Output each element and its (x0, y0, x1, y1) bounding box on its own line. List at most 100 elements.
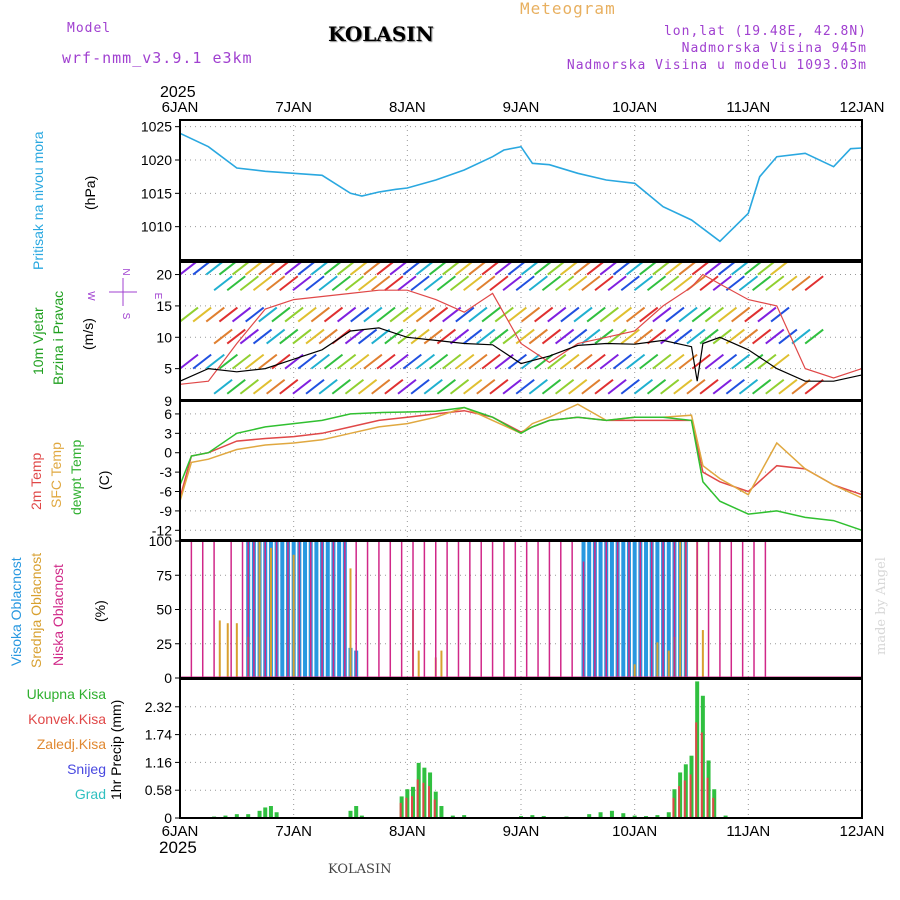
wind-barb (699, 328, 719, 345)
wind-barb (213, 275, 233, 292)
wind-barb (652, 353, 672, 370)
wind-barb (476, 328, 496, 345)
wind-barb (712, 328, 732, 345)
wind-barb (541, 275, 562, 292)
precip-bar (439, 806, 444, 818)
wind-barb (239, 275, 259, 292)
precip-bar (354, 806, 359, 818)
wind-barb (266, 275, 286, 292)
wind-barb (554, 378, 575, 395)
footer-year: 2025 (159, 838, 197, 857)
precip-bar (655, 815, 660, 818)
wind-barb (266, 378, 286, 395)
wind-barb (573, 353, 593, 370)
wind-barb (738, 328, 759, 345)
wind-barb (673, 328, 693, 345)
wind-barb (363, 353, 383, 370)
wind-barb (717, 353, 738, 370)
wind-barb (599, 306, 619, 323)
wind-barb (804, 378, 824, 395)
wind-barb (560, 353, 580, 370)
bottom-time-tick: 9JAN (503, 823, 540, 840)
y-tick-label: 15 (156, 298, 172, 314)
wind-barb (528, 378, 548, 395)
wind-barb (752, 328, 772, 345)
precip-bar (462, 815, 467, 818)
wind-barb (502, 275, 522, 292)
bottom-time-tick: 6JAN (162, 823, 199, 840)
wind-barb (357, 378, 378, 395)
wind-barb (770, 306, 790, 323)
wind-barb (318, 378, 338, 395)
wind-barb (554, 275, 575, 292)
precip-conv-bar (683, 780, 686, 818)
wind-barb (397, 275, 417, 292)
precip-conv-bar (416, 779, 419, 818)
legend-conv: Konvek.Kisa (28, 711, 106, 727)
wind-barb (245, 306, 265, 323)
precip-conv-bar (399, 802, 402, 818)
wind-barb (305, 275, 325, 292)
wind-barb (717, 306, 738, 323)
wind-barb (489, 275, 509, 292)
wind-barb (305, 328, 325, 345)
wind-barb (363, 306, 383, 323)
wind-barb (528, 275, 548, 292)
wind-barb (660, 378, 680, 395)
y-tick-label: 5 (164, 361, 172, 377)
wind-barb (415, 353, 436, 370)
top-time-tick: 7JAN (275, 99, 312, 116)
wind-barb (725, 275, 745, 292)
y-tick-label: 1010 (141, 219, 172, 235)
bottom-time-tick: 10JAN (612, 823, 657, 840)
wind-barb (428, 306, 449, 323)
wind-barb (791, 328, 811, 345)
wind-barb (344, 328, 365, 345)
wind-barb (515, 378, 535, 395)
station-title: KOLASIN (328, 22, 434, 46)
wind-barb (376, 306, 396, 323)
precip-bar (348, 810, 353, 818)
y-tick-label: 75 (156, 567, 172, 583)
wind-barb (371, 328, 391, 345)
wind-barb (778, 328, 798, 345)
wind-barb (639, 306, 659, 323)
precip-bar (632, 815, 637, 818)
wind-barb (765, 328, 785, 345)
precip-bar (257, 810, 262, 818)
wind-barb (397, 378, 417, 395)
wind-barb (738, 275, 759, 292)
precip-bar (598, 812, 603, 818)
wind-barb (765, 275, 785, 292)
precip-conv-bar (706, 777, 709, 818)
wind-barb (752, 378, 772, 395)
precip-conv-bar (405, 797, 408, 818)
wind-barb (476, 378, 496, 395)
wind-barb (389, 306, 409, 323)
wind-barb (205, 306, 225, 323)
wind-barb (436, 275, 457, 292)
wind-barb (239, 328, 259, 345)
wind-barb (502, 378, 522, 395)
wind-barb (581, 275, 601, 292)
y-tick-label: 1020 (141, 152, 172, 168)
wind-barb (337, 306, 357, 323)
precip-conv-bar (672, 797, 675, 818)
precip-conv-bar (700, 732, 703, 818)
y-tick-label: -3 (160, 464, 173, 480)
wind-barb (586, 306, 606, 323)
wind-barb (665, 353, 685, 370)
bottom-time-tick: 11JAN (726, 823, 770, 840)
wind-barb (541, 328, 562, 345)
wind-barb (252, 378, 273, 395)
wind-barb (568, 378, 588, 395)
compass-n: N (120, 268, 131, 275)
wind-barb (449, 328, 470, 345)
wind-barb (476, 275, 496, 292)
wind-barb (757, 306, 777, 323)
wind-barb (528, 328, 548, 345)
y-tick-label: 9 (164, 393, 172, 409)
wind-barb (331, 378, 351, 395)
wind-barb (323, 353, 344, 370)
wind-barb (612, 306, 633, 323)
